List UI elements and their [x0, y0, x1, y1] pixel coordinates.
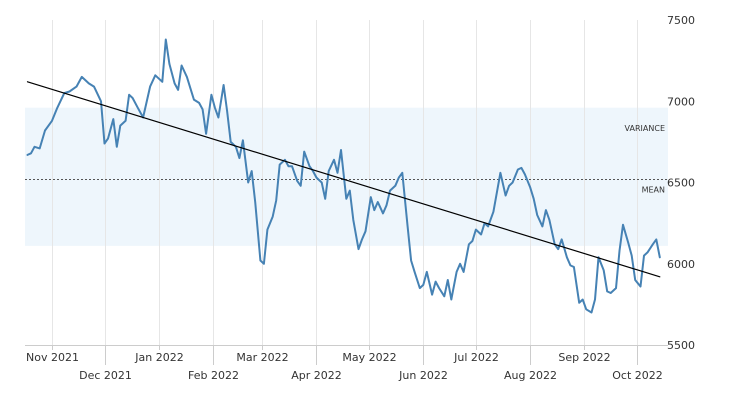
x-tick-label: Dec 2021 — [79, 369, 132, 382]
y-tick-label: 5500 — [667, 339, 695, 352]
x-tick-label: Sep 2022 — [558, 351, 610, 364]
x-tick-label: Mar 2022 — [236, 351, 288, 364]
variance-band — [25, 107, 668, 246]
x-tick-label: Jun 2022 — [398, 369, 448, 382]
x-tick-label: Nov 2021 — [26, 351, 79, 364]
y-tick-label: 6000 — [667, 258, 695, 271]
y-tick-label: 7500 — [667, 14, 695, 27]
series-group — [26, 38, 661, 314]
x-tick-label: Aug 2022 — [504, 369, 557, 382]
x-tick-label: May 2022 — [342, 351, 396, 364]
y-tick-label: 6500 — [667, 177, 695, 190]
x-tick-label: Oct 2022 — [612, 369, 663, 382]
variance-label: VARIANCE — [625, 124, 665, 133]
trend-line — [26, 81, 661, 278]
x-tick-label: Jul 2022 — [453, 351, 499, 364]
grid-lines — [52, 20, 638, 345]
x-tick-label: Feb 2022 — [188, 369, 239, 382]
mean-label: MEAN — [642, 185, 665, 194]
y-axis-labels: 5500 6000 6500 7000 7500 — [667, 14, 695, 352]
x-tick-label: Apr 2022 — [291, 369, 342, 382]
x-tick-label: Jan 2022 — [134, 351, 183, 364]
y-tick-label: 7000 — [667, 95, 695, 108]
